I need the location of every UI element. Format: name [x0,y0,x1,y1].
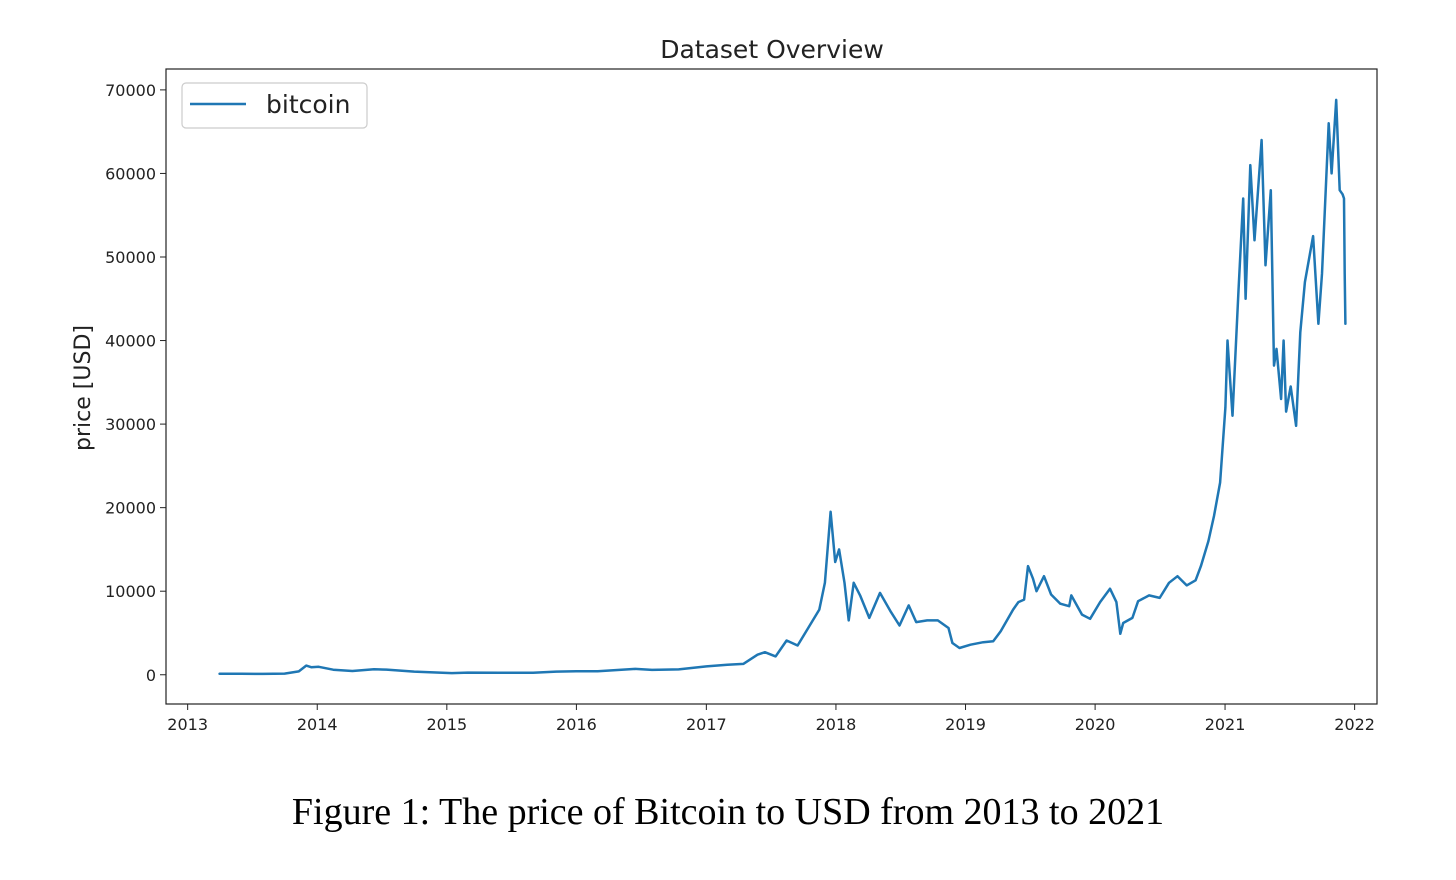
legend-label-bitcoin: bitcoin [266,90,350,119]
series-line-bitcoin [218,98,1347,676]
x-tick-label: 2018 [816,715,857,734]
y-tick-label: 50000 [105,248,156,267]
y-tick-label: 20000 [105,499,156,518]
x-tick-label: 2017 [686,715,727,734]
legend-box [181,82,368,129]
x-axis-ticks: 2013 2014 2015 2016 2017 2018 2019 2020 2021 2022 [167,704,1375,734]
plot-frame [165,68,1378,705]
y-tick-label: 40000 [105,332,156,351]
x-tick-label: 2016 [556,715,597,734]
y-axis-label: price [USD] [71,325,96,451]
x-tick-label: 2013 [167,715,208,734]
bitcoin-price-chart: Dataset Overview price [USD] 0 10000 20000… [71,35,1378,734]
x-tick-label: 2022 [1334,715,1375,734]
y-tick-label: 70000 [105,81,156,100]
x-tick-label: 2019 [945,715,986,734]
x-tick-label: 2021 [1205,715,1246,734]
chart-title: Dataset Overview [660,35,884,64]
y-axis-ticks: 0 10000 20000 30000 40000 50000 60000 70000 [105,81,166,685]
y-tick-label: 10000 [105,582,156,601]
y-tick-label: 30000 [105,415,156,434]
x-tick-label: 2015 [426,715,467,734]
x-tick-label: 2014 [297,715,338,734]
legend: bitcoin [181,82,368,129]
figure-caption: Figure 1: The price of Bitcoin to USD fr… [291,791,1165,833]
y-tick-label: 0 [146,666,156,685]
y-tick-label: 60000 [105,164,156,183]
x-tick-label: 2020 [1075,715,1116,734]
